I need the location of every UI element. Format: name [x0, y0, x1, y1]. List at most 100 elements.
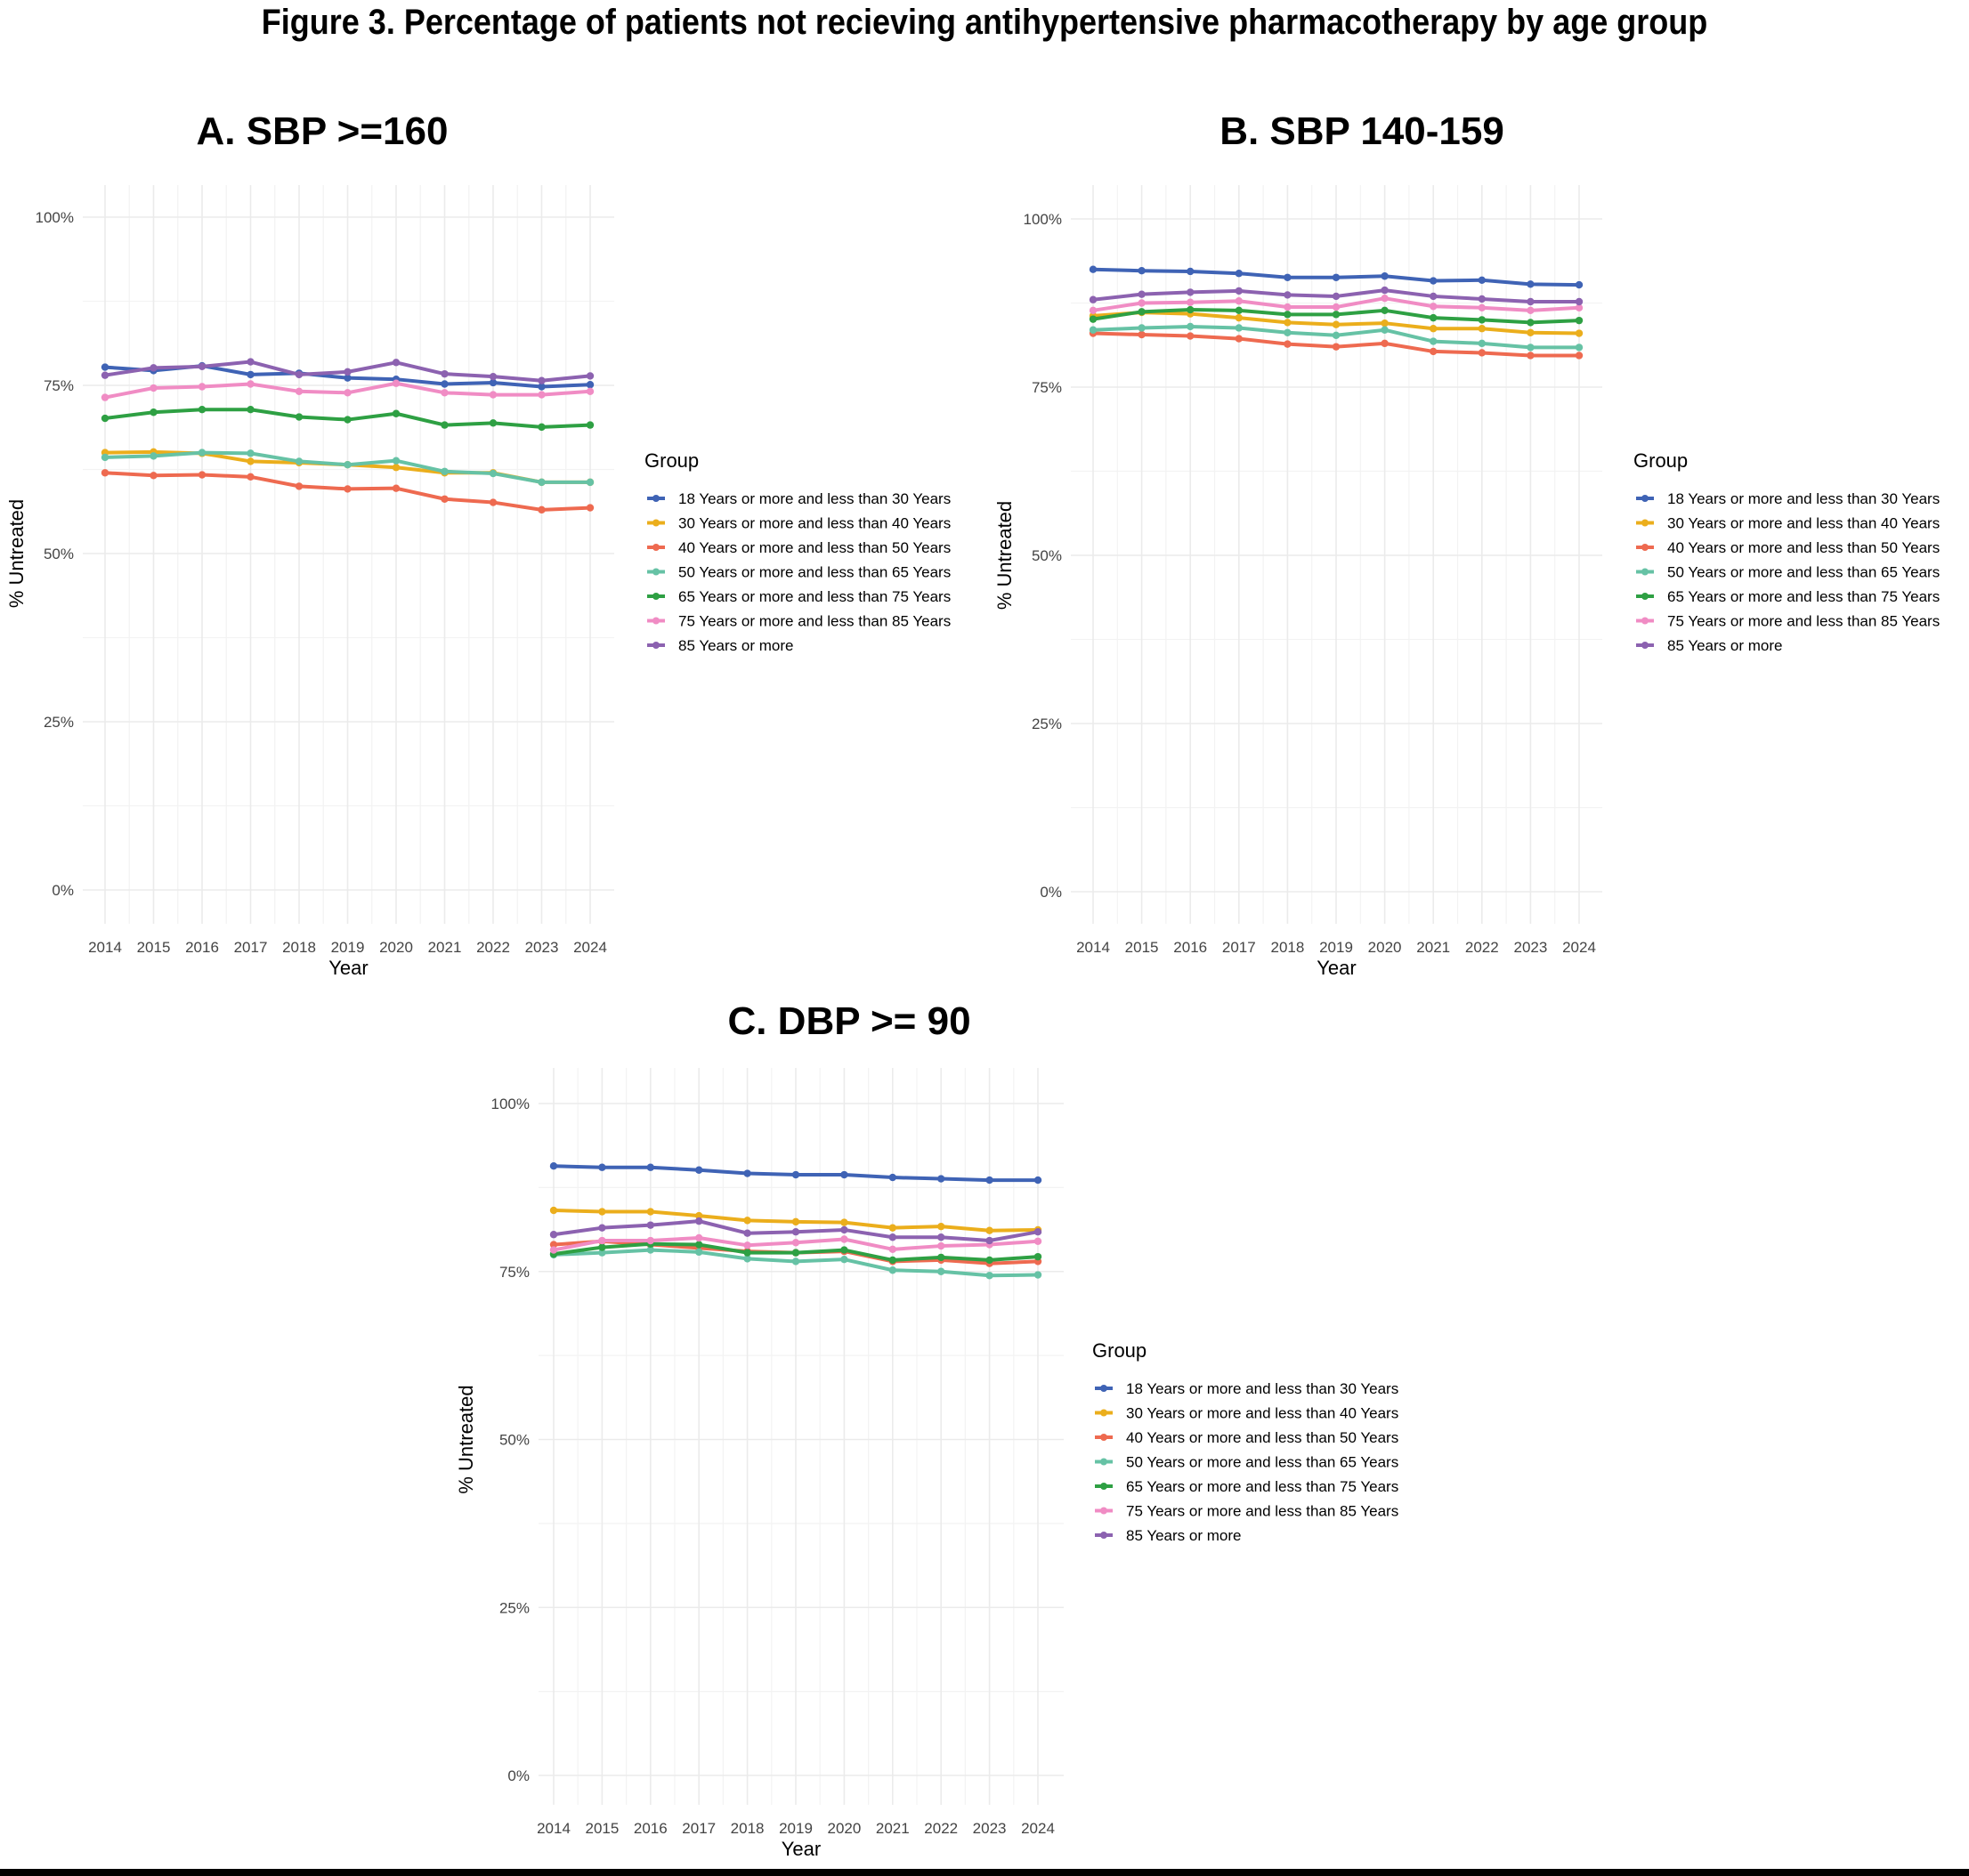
panel-c-data-point	[985, 1272, 993, 1280]
panel-a-data-point	[392, 379, 401, 387]
panel-b-data-point	[1187, 322, 1195, 331]
panel-b-data-point	[1527, 319, 1535, 327]
panel-a-data-point	[538, 423, 546, 432]
panel-c-data-point	[695, 1241, 703, 1249]
panel-b-data-point	[1332, 343, 1341, 351]
panel-b-data-point	[1284, 273, 1292, 281]
panel-b-data-point	[1430, 303, 1438, 311]
panel-c-data-point	[549, 1231, 558, 1239]
panel-c-legend-key-point	[1100, 1458, 1107, 1466]
panel-a-data-point	[101, 371, 109, 379]
panel-b-data-point	[1187, 332, 1195, 340]
figure-title: Figure 3. Percentage of patients not rec…	[261, 3, 1708, 42]
panel-b-data-point	[1284, 328, 1292, 336]
panel-a-data-point	[441, 369, 449, 378]
panel-b-data-point	[1332, 331, 1341, 339]
panel-b-data-point	[1089, 326, 1098, 334]
panel-c-data-point	[646, 1221, 654, 1229]
panel-c-data-point	[888, 1233, 896, 1241]
panel-c-data-point	[937, 1222, 945, 1231]
panel-c-data-point	[695, 1217, 703, 1225]
panel-b-legend-key-point	[1641, 568, 1649, 576]
panel-a-data-point	[538, 391, 546, 399]
panel-a-data-point	[392, 457, 401, 465]
panel-b-y-tick-label: 50%	[1032, 547, 1062, 564]
panel-c-legend-label: 40 Years or more and less than 50 Years	[1126, 1429, 1398, 1446]
panel-c-data-point	[840, 1246, 848, 1254]
panel-b-x-tick-label: 2024	[1562, 939, 1596, 956]
panel-c-x-axis-label: Year	[782, 1838, 821, 1860]
panel-b-data-point	[1478, 276, 1486, 284]
panel-c-data-point	[646, 1246, 654, 1254]
panel-c-legend-key-point	[1100, 1507, 1107, 1515]
panel-a-data-point	[586, 504, 595, 512]
panel-c-data-point	[840, 1255, 848, 1264]
panel-a-data-point	[489, 469, 498, 478]
panel-c-x-tick-label: 2021	[876, 1820, 910, 1837]
panel-b-data-point	[1284, 319, 1292, 327]
panel-b-legend-label: 75 Years or more and less than 85 Years	[1667, 613, 1940, 630]
panel-a-data-point	[150, 472, 158, 480]
panel-c-data-point	[598, 1224, 606, 1232]
panel-a-data-point	[344, 374, 352, 382]
panel-a-legend-label: 75 Years or more and less than 85 Years	[678, 613, 951, 630]
panel-c-legend-key-point	[1100, 1385, 1107, 1392]
panel-c-x-tick-label: 2024	[1021, 1820, 1055, 1837]
panel-b-data-point	[1187, 298, 1195, 306]
panel-b-data-point	[1187, 288, 1195, 296]
panel-b-data-point	[1527, 280, 1535, 288]
panel-b-data-point	[1089, 295, 1098, 303]
panel-c-y-tick-label: 0%	[507, 1767, 530, 1784]
panel-c-x-tick-label: 2014	[537, 1820, 571, 1837]
panel-b-x-tick-label: 2023	[1513, 939, 1547, 956]
panel-a-y-tick-label: 0%	[52, 882, 74, 899]
panel-a-legend-key-point	[652, 495, 660, 502]
panel-c-data-point	[791, 1170, 800, 1179]
panel-c-data-point	[743, 1169, 751, 1177]
panel-a-data-point	[586, 372, 595, 380]
panel-b-data-point	[1430, 347, 1438, 356]
panel-a-data-point	[586, 478, 595, 487]
panel-a-x-tick-label: 2019	[331, 939, 365, 956]
panel-b-data-point	[1478, 316, 1486, 324]
panel-b-legend-key-point	[1641, 495, 1649, 502]
panel-a-data-point	[392, 464, 401, 472]
panel-c-data-point	[985, 1236, 993, 1245]
panel-b-data-point	[1138, 330, 1146, 339]
panel-a-legend-key-point	[652, 642, 660, 649]
panel-a-data-point	[489, 372, 498, 381]
panel-c-data-point	[1033, 1228, 1042, 1236]
panel-b-data-point	[1430, 277, 1438, 285]
panel-b-legend-key-point	[1641, 544, 1649, 551]
panel-b-legend-label: 85 Years or more	[1667, 637, 1782, 654]
panel-a-y-axis-label: % Untreated	[5, 499, 28, 608]
panel-b-data-point	[1527, 297, 1535, 306]
panel-b-data-point	[1478, 295, 1486, 303]
panel-b-y-axis-label: % Untreated	[993, 501, 1016, 610]
panel-b-data-point	[1235, 335, 1243, 343]
panel-a-data-point	[344, 416, 352, 424]
panel-a-data-point	[150, 384, 158, 392]
panel-a-data-point	[247, 380, 255, 388]
panel-c-data-point	[743, 1217, 751, 1225]
panel-a-data-point	[489, 498, 498, 506]
panel-a-data-point	[101, 469, 109, 477]
panel-c-y-tick-label: 25%	[499, 1599, 530, 1616]
panel-b-data-point	[1575, 280, 1584, 289]
panel-b-data-point	[1332, 292, 1341, 301]
panel-a-data-point	[247, 449, 255, 457]
panel-c-data-point	[840, 1218, 848, 1226]
panel-a-legend-key-point	[652, 519, 660, 527]
panel-b-x-tick-label: 2014	[1076, 939, 1110, 956]
panel-c-data-point	[549, 1246, 558, 1254]
panel-c-data-point	[791, 1217, 800, 1226]
panel-b-x-tick-label: 2015	[1125, 939, 1159, 956]
panel-a-x-tick-label: 2024	[573, 939, 607, 956]
panel-a-data-point	[441, 495, 449, 503]
panel-c-data-point	[598, 1208, 606, 1216]
chart-panel-a: A. SBP >=160 0% 25% 50% 75% 100% 2014 2015 2016 2…	[5, 109, 951, 979]
panel-a-legend-key-point	[652, 544, 660, 551]
panel-b-data-point	[1138, 290, 1146, 298]
panel-b-title: B. SBP 140-159	[1219, 109, 1504, 153]
panel-b-data-point	[1381, 326, 1389, 334]
